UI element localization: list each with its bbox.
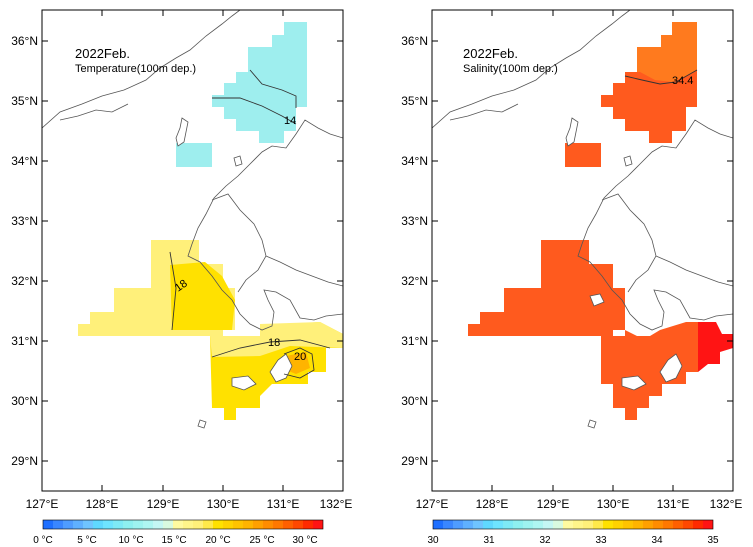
temp-cold-patch xyxy=(176,143,212,167)
temp-contour-label-14: 14 xyxy=(284,115,296,127)
sal-panel-subtitle: Salinity(100m dep.) xyxy=(463,63,558,75)
temp-warmest-patch xyxy=(286,352,310,374)
sal-lon-130: 130°E xyxy=(597,497,630,511)
temp-cold-area xyxy=(212,22,307,143)
temp-lon-132: 132°E xyxy=(320,497,353,511)
sal-lat-33: 33°N xyxy=(401,214,428,228)
sal-north-high xyxy=(637,22,697,82)
temp-panel-title: 2022Feb. xyxy=(75,46,130,61)
temp-contour-label-18b: 18 xyxy=(268,337,280,349)
temp-south-light xyxy=(210,322,343,357)
temp-colorbar xyxy=(42,519,324,530)
temp-lon-128: 128°E xyxy=(86,497,119,511)
temp-lat-31: 31°N xyxy=(11,334,38,348)
temp-cbar-label-0: 0 °C xyxy=(33,535,53,546)
sal-cbar-label-34: 34 xyxy=(651,535,663,546)
sal-lat-34: 34°N xyxy=(401,154,428,168)
temp-cbar-label-15: 15 °C xyxy=(161,535,186,546)
temp-lon-129: 129°E xyxy=(147,497,180,511)
temp-cbar-label-30: 30 °C xyxy=(292,535,317,546)
temp-lat-33: 33°N xyxy=(11,214,38,228)
temp-lon-127: 127°E xyxy=(26,497,59,511)
temp-panel-subtitle: Temperature(100m dep.) xyxy=(75,63,196,75)
temp-contours xyxy=(169,69,331,379)
temp-warm-band xyxy=(170,262,235,330)
temp-lat-34: 34°N xyxy=(11,154,38,168)
sal-lon-128: 128°E xyxy=(476,497,509,511)
sal-cbar-label-30: 30 xyxy=(427,535,439,546)
sal-cbar-label-32: 32 xyxy=(539,535,551,546)
temp-ticks xyxy=(41,10,344,491)
sal-cbar-label-31: 31 xyxy=(483,535,495,546)
temp-lat-29: 29°N xyxy=(11,454,38,468)
temp-cbar-label-20: 20 °C xyxy=(205,535,230,546)
sal-lat-36: 36°N xyxy=(401,34,428,48)
sal-main-area xyxy=(468,240,733,420)
sal-lon-132: 132°E xyxy=(710,497,743,511)
temp-lat-36: 36°N xyxy=(11,34,38,48)
sal-cbar-label-33: 33 xyxy=(595,535,607,546)
salinity-map: 34.4 36°N 35°N 34°N 33°N 32°N 31°N 30°N xyxy=(401,9,743,546)
temp-contour-label-20: 20 xyxy=(294,351,306,363)
sal-lat-32: 32°N xyxy=(401,274,428,288)
temp-lon-130: 130°E xyxy=(207,497,240,511)
sal-coastlines xyxy=(432,10,733,429)
temp-cbar-label-25: 25 °C xyxy=(249,535,274,546)
sal-lat-29: 29°N xyxy=(401,454,428,468)
temp-lon-131: 131°E xyxy=(267,497,300,511)
sal-west-patch xyxy=(565,143,601,167)
temp-cbar-label-10: 10 °C xyxy=(118,535,143,546)
sal-map-frame xyxy=(431,9,734,492)
temp-lat-32: 32°N xyxy=(11,274,38,288)
temp-lat-35: 35°N xyxy=(11,94,38,108)
temp-cbar-label-5: 5 °C xyxy=(77,535,97,546)
sal-contour-line xyxy=(624,69,698,85)
temp-coastlines xyxy=(42,10,343,429)
sal-lon-127: 127°E xyxy=(416,497,449,511)
sal-cbar-label-35: 35 xyxy=(707,535,719,546)
sal-east-max xyxy=(698,322,733,372)
sal-lon-129: 129°E xyxy=(537,497,570,511)
sal-lon-131: 131°E xyxy=(657,497,690,511)
sal-panel-title: 2022Feb. xyxy=(463,46,518,61)
sal-ticks xyxy=(431,10,734,491)
temperature-map: 14 18 18 20 36°N 35°N 34°N 33°N 32°N xyxy=(11,9,353,546)
temp-lat-30: 30°N xyxy=(11,394,38,408)
temp-contour-label-18a: 18 xyxy=(173,278,190,295)
sal-contour-label-34-4: 34.4 xyxy=(672,75,693,87)
sal-colorbar xyxy=(432,519,714,530)
sal-lat-31: 31°N xyxy=(401,334,428,348)
temp-map-frame xyxy=(41,9,344,492)
sal-lat-35: 35°N xyxy=(401,94,428,108)
sal-lat-30: 30°N xyxy=(401,394,428,408)
